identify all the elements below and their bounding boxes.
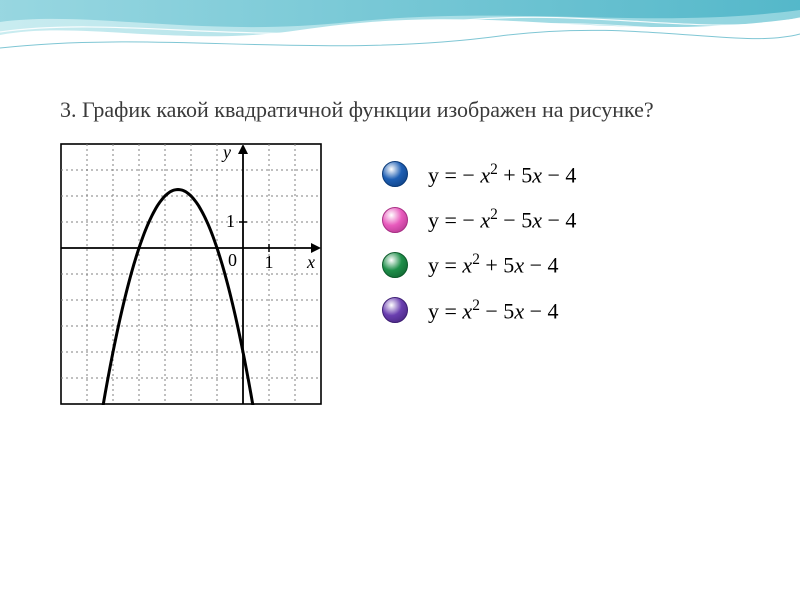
svg-text:1: 1 xyxy=(226,211,235,231)
answer-options: y = − x2 + 5x − 4 y = − x2 − 5x − 4 y = x2… xyxy=(382,143,576,342)
svg-text:y: y xyxy=(221,143,231,162)
svg-text:1: 1 xyxy=(265,252,274,272)
answer-option-4[interactable]: y = x2 − 5x − 4 xyxy=(382,297,576,324)
option-bullet-icon xyxy=(382,252,408,278)
option-formula: y = − x2 − 5x − 4 xyxy=(428,206,576,233)
option-formula: y = x2 + 5x − 4 xyxy=(428,251,559,278)
graph-chart: 0 1 1 x y xyxy=(60,143,322,410)
answer-option-2[interactable]: y = − x2 − 5x − 4 xyxy=(382,206,576,233)
option-formula: y = x2 − 5x − 4 xyxy=(428,297,559,324)
answer-option-3[interactable]: y = x2 + 5x − 4 xyxy=(382,251,576,278)
svg-text:x: x xyxy=(306,252,315,272)
wave-decoration xyxy=(0,0,800,80)
answer-option-1[interactable]: y = − x2 + 5x − 4 xyxy=(382,161,576,188)
option-bullet-icon xyxy=(382,161,408,187)
question-text: 3. График какой квадратичной функции изо… xyxy=(60,95,760,125)
option-bullet-icon xyxy=(382,297,408,323)
option-bullet-icon xyxy=(382,207,408,233)
option-formula: y = − x2 + 5x − 4 xyxy=(428,161,576,188)
svg-text:0: 0 xyxy=(228,250,237,270)
